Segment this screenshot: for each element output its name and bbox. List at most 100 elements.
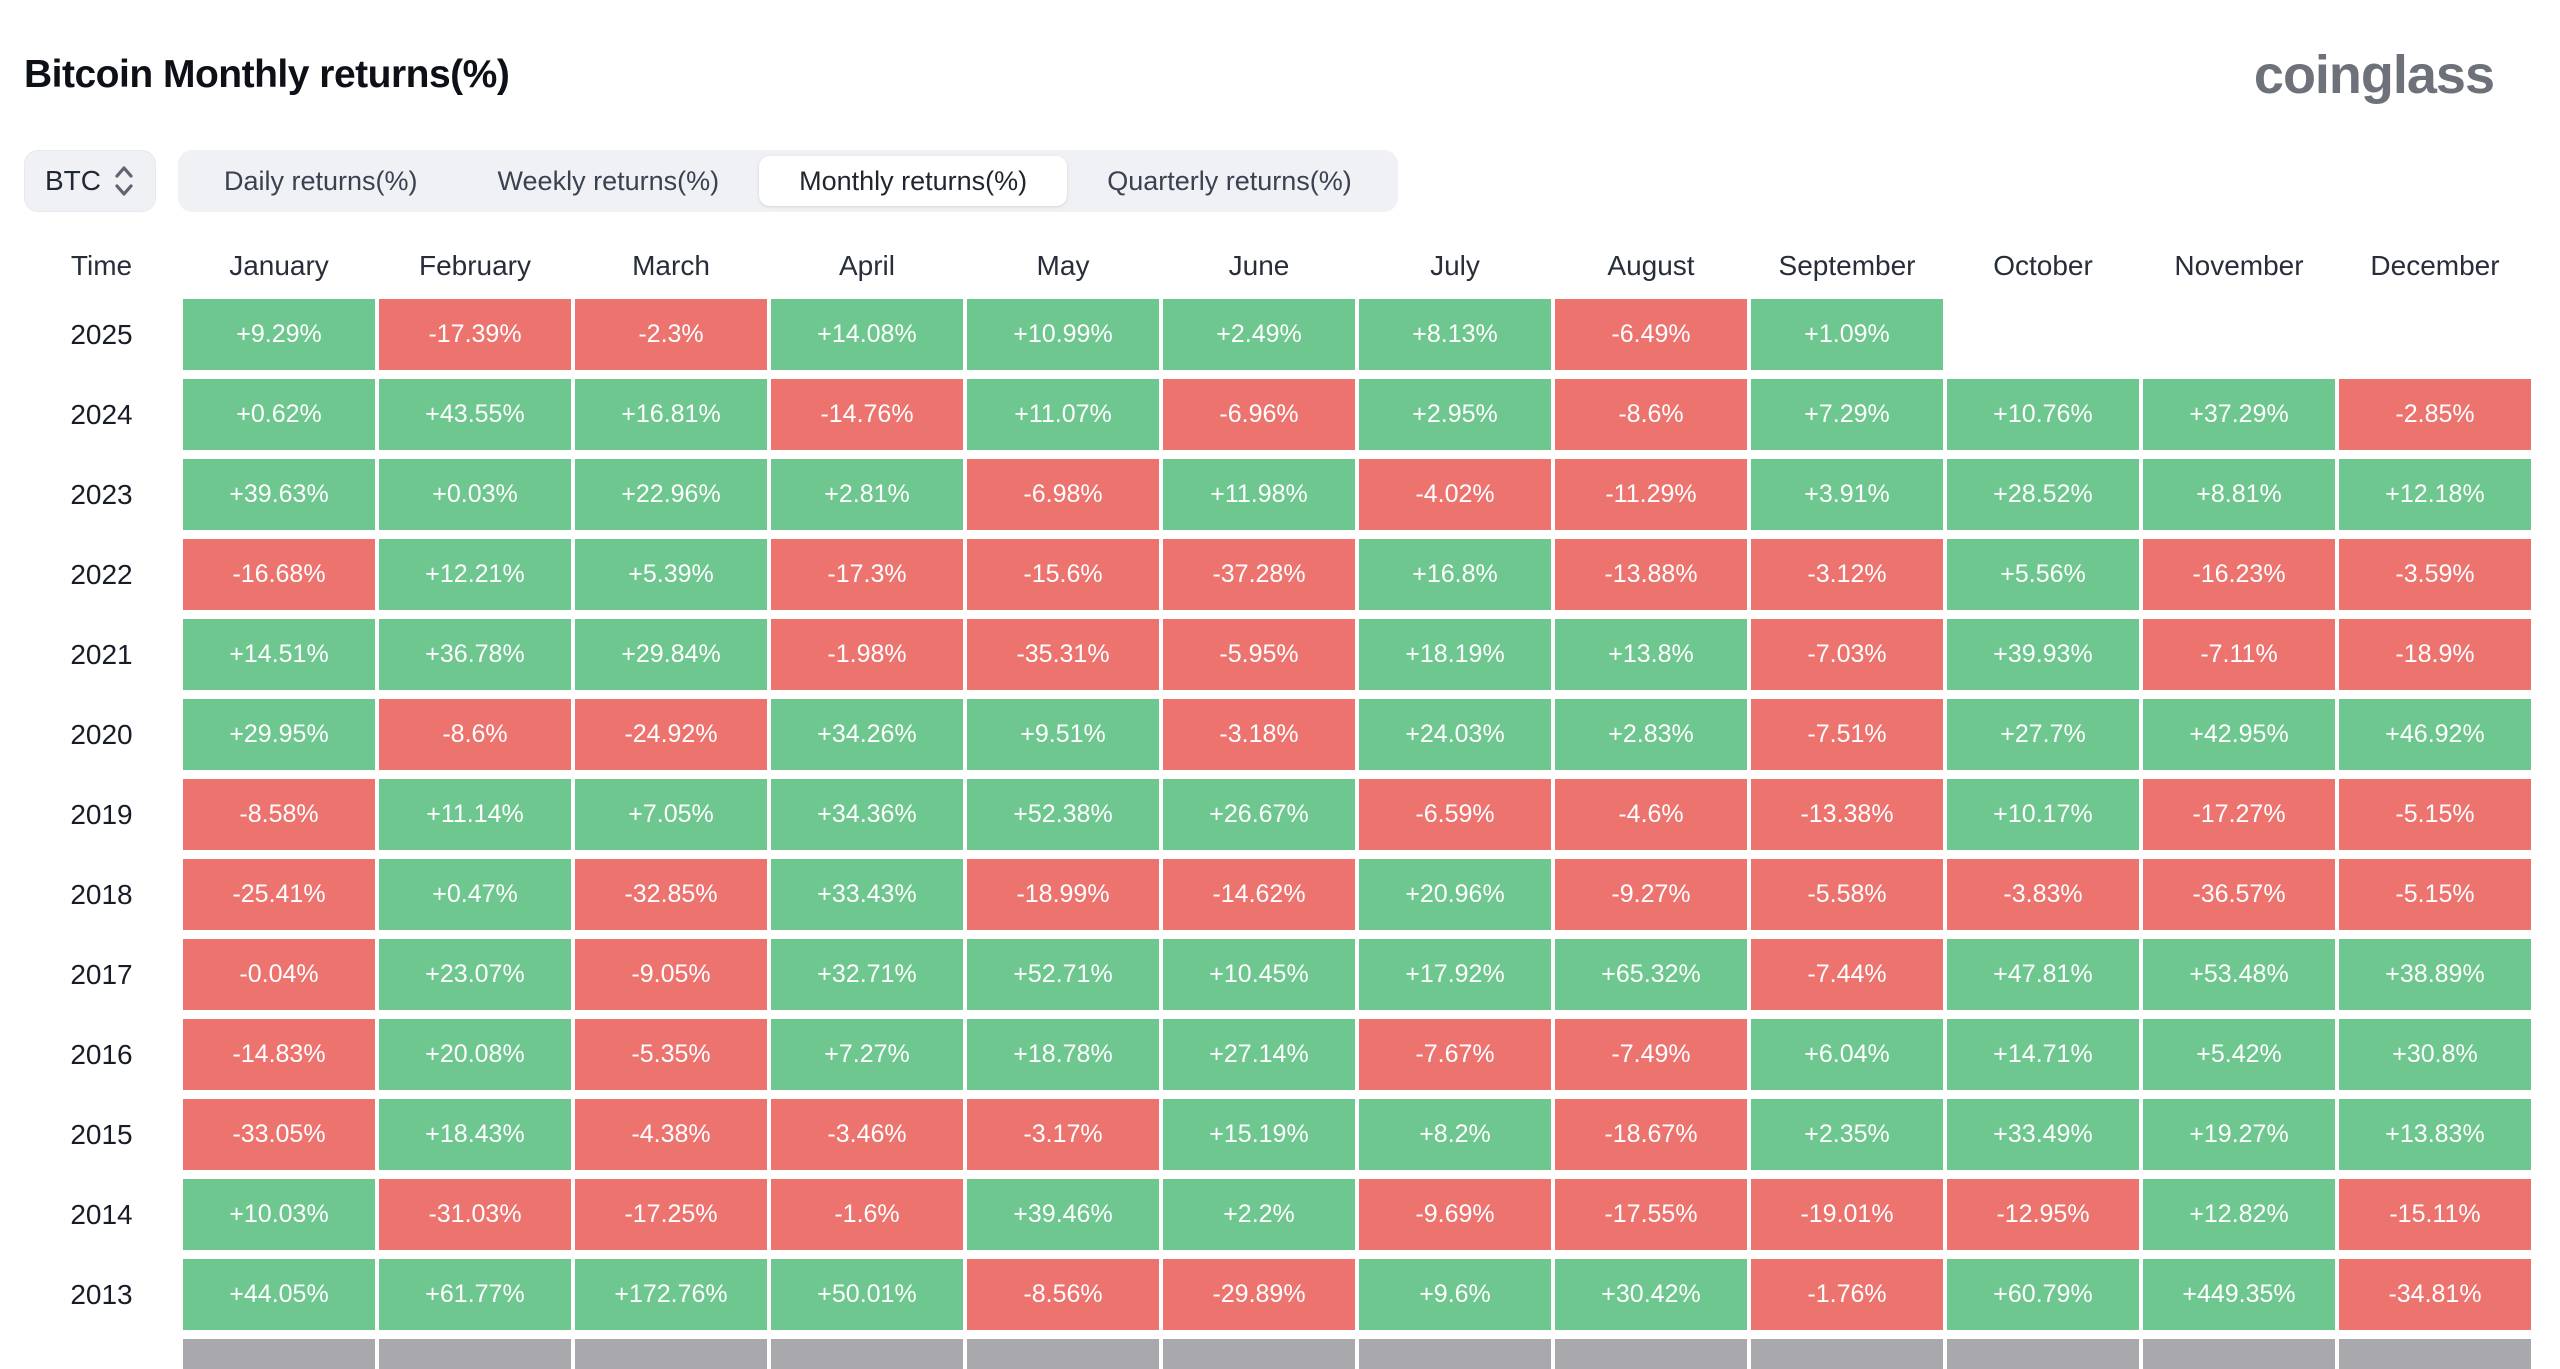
return-cell: -14.62% bbox=[1163, 859, 1355, 930]
return-cell: +0.62% bbox=[183, 379, 375, 450]
return-cell: -16.68% bbox=[183, 539, 375, 610]
return-cell: +18.78% bbox=[967, 1019, 1159, 1090]
return-cell: -8.6% bbox=[1555, 379, 1747, 450]
row-label-year: 2024 bbox=[70, 398, 133, 430]
return-cell: -6.96% bbox=[1163, 379, 1355, 450]
column-header-month: January bbox=[229, 250, 329, 281]
row-label-year: 2019 bbox=[70, 798, 133, 830]
return-cell: +3.91% bbox=[1751, 459, 1943, 530]
row-label-year: 2017 bbox=[70, 958, 133, 990]
return-cell: -3.18% bbox=[1163, 699, 1355, 770]
column-header-month: August bbox=[1607, 250, 1695, 281]
return-cell: -6.59% bbox=[1359, 779, 1551, 850]
return-cell: -16.23% bbox=[2143, 539, 2335, 610]
partial-row-cell bbox=[771, 1339, 963, 1369]
tab-daily-returns[interactable]: Daily returns(%) bbox=[224, 165, 418, 196]
tab-weekly-returns[interactable]: Weekly returns(%) bbox=[497, 165, 720, 196]
empty-cell bbox=[1947, 299, 2139, 370]
return-cell: +16.8% bbox=[1359, 539, 1551, 610]
return-cell: -7.49% bbox=[1555, 1019, 1747, 1090]
partial-row-cell bbox=[575, 1339, 767, 1369]
return-cell: +10.45% bbox=[1163, 939, 1355, 1010]
return-cell: +15.19% bbox=[1163, 1099, 1355, 1170]
return-cell: +172.76% bbox=[575, 1259, 767, 1330]
top-bar: Bitcoin Monthly returns(%) coinglass bbox=[24, 44, 2560, 106]
return-cell: -4.6% bbox=[1555, 779, 1747, 850]
partial-row-cell bbox=[183, 1339, 375, 1369]
return-cell: +2.35% bbox=[1751, 1099, 1943, 1170]
row-label-year: 2018 bbox=[70, 878, 133, 910]
return-cell: -5.95% bbox=[1163, 619, 1355, 690]
return-cell: +7.05% bbox=[575, 779, 767, 850]
partial-row-cell bbox=[1163, 1339, 1355, 1369]
tab-quarterly-returns[interactable]: Quarterly returns(%) bbox=[1107, 165, 1352, 196]
return-cell: +39.46% bbox=[967, 1179, 1159, 1250]
return-cell: -4.02% bbox=[1359, 459, 1551, 530]
return-cell: +10.76% bbox=[1947, 379, 2139, 450]
return-cell: -7.51% bbox=[1751, 699, 1943, 770]
return-cell: +39.63% bbox=[183, 459, 375, 530]
return-cell: -7.11% bbox=[2143, 619, 2335, 690]
return-cell: -9.69% bbox=[1359, 1179, 1551, 1250]
return-cell: +24.03% bbox=[1359, 699, 1551, 770]
return-cell: +10.17% bbox=[1947, 779, 2139, 850]
tab-monthly-returns[interactable]: Monthly returns(%) bbox=[759, 156, 1068, 206]
return-cell: +12.82% bbox=[2143, 1179, 2335, 1250]
return-cell: -34.81% bbox=[2339, 1259, 2531, 1330]
return-cell: +2.81% bbox=[771, 459, 963, 530]
column-header-month: May bbox=[1036, 250, 1090, 281]
return-cell: +36.78% bbox=[379, 619, 571, 690]
return-cell: +14.51% bbox=[183, 619, 375, 690]
row-label-year: 2025 bbox=[70, 318, 133, 350]
row-label-year: 2021 bbox=[70, 638, 133, 670]
return-cell: +22.96% bbox=[575, 459, 767, 530]
return-cell: -15.6% bbox=[967, 539, 1159, 610]
symbol-select[interactable]: BTC bbox=[24, 150, 156, 212]
partial-row-cell bbox=[1751, 1339, 1943, 1369]
return-cell: +10.03% bbox=[183, 1179, 375, 1250]
return-cell: +9.51% bbox=[967, 699, 1159, 770]
column-header-time: Time bbox=[70, 250, 133, 281]
row-label-year: 2015 bbox=[70, 1118, 133, 1150]
coinglass-logo: coinglass bbox=[2253, 45, 2495, 105]
return-cell: -9.05% bbox=[575, 939, 767, 1010]
return-cell: -15.11% bbox=[2339, 1179, 2531, 1250]
return-cell: +44.05% bbox=[183, 1259, 375, 1330]
return-cell: -17.27% bbox=[2143, 779, 2335, 850]
return-cell: -8.58% bbox=[183, 779, 375, 850]
return-cell: +7.27% bbox=[771, 1019, 963, 1090]
row-label-year: 2023 bbox=[70, 478, 133, 510]
return-cell: +14.71% bbox=[1947, 1019, 2139, 1090]
row-label-year: 2013 bbox=[70, 1278, 133, 1310]
return-cell: +8.13% bbox=[1359, 299, 1551, 370]
return-cell: +27.14% bbox=[1163, 1019, 1355, 1090]
row-label-year bbox=[24, 1339, 179, 1369]
return-cell: -17.55% bbox=[1555, 1179, 1747, 1250]
return-cell: -7.03% bbox=[1751, 619, 1943, 690]
return-cell: -3.83% bbox=[1947, 859, 2139, 930]
updown-chevron-icon bbox=[115, 166, 133, 196]
return-cell: -7.67% bbox=[1359, 1019, 1551, 1090]
return-cell: -14.76% bbox=[771, 379, 963, 450]
return-cell: +449.35% bbox=[2143, 1259, 2335, 1330]
return-cell: +19.27% bbox=[2143, 1099, 2335, 1170]
return-cell: -36.57% bbox=[2143, 859, 2335, 930]
return-cell: -5.15% bbox=[2339, 859, 2531, 930]
row-label-year: 2016 bbox=[70, 1038, 133, 1070]
return-cell: -18.99% bbox=[967, 859, 1159, 930]
return-cell: +13.83% bbox=[2339, 1099, 2531, 1170]
return-cell: -5.35% bbox=[575, 1019, 767, 1090]
return-cell: +13.8% bbox=[1555, 619, 1747, 690]
return-cell: +18.19% bbox=[1359, 619, 1551, 690]
return-cell: -1.76% bbox=[1751, 1259, 1943, 1330]
return-cell: +6.04% bbox=[1751, 1019, 1943, 1090]
return-cell: -5.58% bbox=[1751, 859, 1943, 930]
return-cell: +5.56% bbox=[1947, 539, 2139, 610]
return-cell: -17.39% bbox=[379, 299, 571, 370]
return-cell: -12.95% bbox=[1947, 1179, 2139, 1250]
return-cell: +2.2% bbox=[1163, 1179, 1355, 1250]
return-cell: -0.04% bbox=[183, 939, 375, 1010]
return-cell: -14.83% bbox=[183, 1019, 375, 1090]
return-cell: +37.29% bbox=[2143, 379, 2335, 450]
return-cell: -8.6% bbox=[379, 699, 571, 770]
